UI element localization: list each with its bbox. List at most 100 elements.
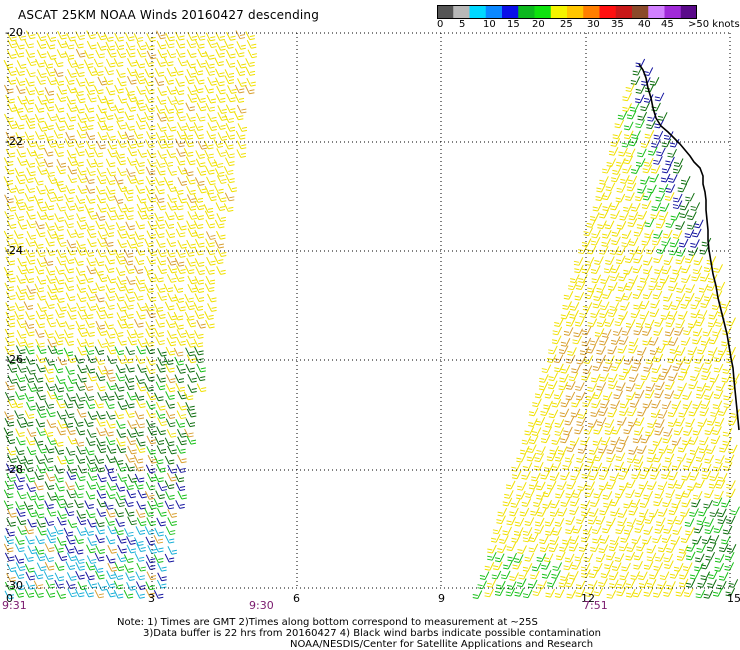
wind-barb xyxy=(105,454,116,464)
wind-barb xyxy=(562,535,572,545)
wind-barb xyxy=(83,382,94,391)
wind-barb xyxy=(25,436,36,446)
wind-barb xyxy=(580,562,591,572)
wind-barb xyxy=(105,579,116,589)
wind-barb xyxy=(25,184,35,193)
wind-barb xyxy=(124,507,135,517)
wind-barb xyxy=(44,373,55,383)
wind-barb xyxy=(84,527,94,536)
wind-barb xyxy=(669,238,680,248)
wind-barb xyxy=(117,401,127,410)
wind-barb xyxy=(589,508,599,517)
wind-barb xyxy=(104,264,115,274)
wind-barb xyxy=(597,220,607,230)
wind-barb xyxy=(147,545,157,554)
wind-barb xyxy=(176,130,187,140)
wind-barb xyxy=(574,552,585,562)
wind-barb xyxy=(56,165,66,175)
wind-barb xyxy=(145,103,155,113)
wind-barb xyxy=(56,410,67,420)
wind-barb xyxy=(34,329,45,338)
wind-barb xyxy=(603,498,613,508)
wind-barb xyxy=(83,121,94,130)
wind-barb xyxy=(486,578,497,588)
wind-barb xyxy=(26,428,37,437)
wind-barb xyxy=(679,201,690,211)
wind-barb xyxy=(676,284,686,293)
wind-barb xyxy=(692,535,702,545)
wind-barb xyxy=(639,300,650,310)
wind-barb xyxy=(536,490,546,500)
wind-barb xyxy=(34,589,44,598)
wind-barb xyxy=(56,49,67,58)
wind-barb xyxy=(76,114,87,123)
wind-barb xyxy=(651,399,661,409)
wind-barb xyxy=(97,230,108,240)
wind-barb xyxy=(709,508,720,518)
wind-barb xyxy=(25,473,35,483)
wind-barb xyxy=(34,509,45,519)
wind-barb xyxy=(534,453,545,463)
wind-barb xyxy=(675,480,685,489)
wind-barb xyxy=(545,588,555,598)
wind-barb xyxy=(580,436,590,446)
wind-barb xyxy=(684,229,695,239)
wind-barb xyxy=(695,479,705,489)
wind-barb xyxy=(86,30,96,40)
wind-barb xyxy=(35,418,46,428)
wind-barb xyxy=(44,543,55,553)
wind-barb xyxy=(245,31,255,41)
wind-barb xyxy=(46,33,57,42)
wind-barb xyxy=(87,537,97,546)
wind-barb xyxy=(511,470,522,480)
wind-barb xyxy=(632,434,643,444)
wind-barb xyxy=(157,508,167,517)
wind-barb xyxy=(477,580,487,590)
wind-barb xyxy=(551,570,561,579)
wind-barb xyxy=(571,398,581,408)
wind-barb xyxy=(205,59,215,69)
wind-barb xyxy=(3,59,14,69)
wind-barb xyxy=(684,518,695,527)
wind-barb xyxy=(616,587,626,597)
wind-barb xyxy=(633,326,644,336)
wind-barb xyxy=(53,391,64,401)
wind-barb xyxy=(698,284,709,293)
wind-barb xyxy=(534,389,545,399)
wind-barb xyxy=(25,535,35,545)
wind-barb xyxy=(542,500,552,509)
wind-barb xyxy=(105,338,115,347)
wind-barb xyxy=(36,427,46,436)
wind-barb xyxy=(7,454,17,463)
wind-barb xyxy=(661,400,672,410)
wind-barb xyxy=(680,364,691,374)
wind-barb xyxy=(3,157,14,167)
wind-barb xyxy=(155,105,165,114)
wind-barb xyxy=(708,570,718,580)
wind-barb xyxy=(672,230,683,239)
wind-barb xyxy=(113,328,124,338)
scale-tick-label: 40 xyxy=(638,19,651,30)
wind-barb xyxy=(642,164,653,174)
wind-barb xyxy=(95,417,106,427)
wind-barb xyxy=(116,312,127,321)
wind-barb xyxy=(123,589,134,599)
wind-barb xyxy=(539,535,549,545)
wind-barb xyxy=(163,356,174,365)
wind-barb xyxy=(187,283,197,293)
wind-barb xyxy=(16,148,26,158)
wind-barb xyxy=(700,272,710,282)
wind-barb xyxy=(24,327,35,337)
wind-barb xyxy=(125,409,135,418)
wind-barb xyxy=(83,274,94,283)
wind-barb xyxy=(74,202,84,212)
wind-barb xyxy=(573,257,584,266)
wind-barb xyxy=(694,562,704,572)
wind-barb xyxy=(85,185,95,194)
wind-barb xyxy=(654,92,665,102)
wind-barb xyxy=(53,192,64,202)
wind-barb xyxy=(560,310,571,320)
wind-barb xyxy=(95,303,106,312)
wind-barb xyxy=(631,165,641,174)
wind-barb xyxy=(704,454,715,464)
